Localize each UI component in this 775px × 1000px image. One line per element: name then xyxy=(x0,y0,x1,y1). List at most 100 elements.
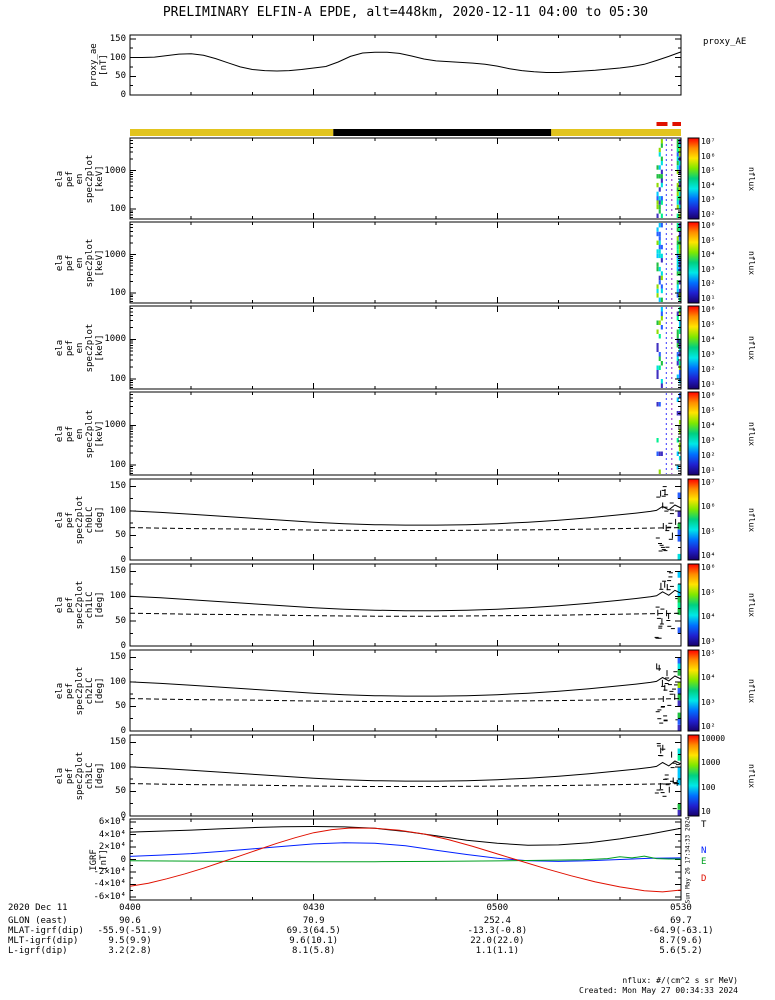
panel-frame-ch3 xyxy=(129,734,682,817)
y-tick-label: 50 xyxy=(115,786,126,797)
loss-cone-solid xyxy=(129,760,682,782)
spectrogram-data-cell xyxy=(676,147,679,153)
bottom-row-value: 252.4 xyxy=(483,916,511,926)
spectrogram-data-cell xyxy=(678,204,681,210)
colorbar-tick-label: 10² xyxy=(701,210,716,219)
spectrogram-data-cell xyxy=(660,178,663,183)
y-tick-label: 100 xyxy=(109,761,126,772)
bottom-row-value: -13.3(-0.8) xyxy=(467,926,528,936)
colorbar-tick-label: 10⁶ xyxy=(701,502,716,512)
colorbar-tick-label: 10⁶ xyxy=(701,563,716,572)
spectrogram-data-cell xyxy=(658,275,661,281)
spectrogram-data-cell xyxy=(658,200,661,205)
spectrogram-data-cell xyxy=(660,174,663,179)
pitch-data-cell xyxy=(677,657,681,664)
colorbar-spec0 xyxy=(687,137,700,220)
spectrogram-data-cell xyxy=(658,469,661,474)
panel-frame-spec3 xyxy=(129,391,682,476)
spectrogram-data-cell xyxy=(676,438,679,443)
spectrogram-data-cell xyxy=(676,293,679,298)
colorbar-tick-label: 10³ xyxy=(701,195,716,205)
panel-ylabel-spec1: ela pef en spec2plot [keV] xyxy=(55,238,105,287)
spectrogram-data-cell xyxy=(678,370,681,375)
spectrogram-data-cell xyxy=(656,438,659,443)
colorbar-unit-label: nflux xyxy=(747,763,756,788)
spectrogram-data-cell xyxy=(660,271,663,276)
bottom-row-value: 3.2(2.8) xyxy=(108,946,152,956)
igrf-legend-T: T xyxy=(701,820,707,830)
igrf-legend-D: D xyxy=(701,874,707,884)
bottom-row-label: MLT-igrf(dip) xyxy=(8,936,79,946)
spectrogram-data-cell xyxy=(676,200,679,205)
position-bar-red-mark xyxy=(672,122,681,126)
spectrogram-data-cell xyxy=(678,213,681,218)
y-tick-label: 0 xyxy=(120,854,126,865)
y-tick-label: 1000 xyxy=(104,249,126,260)
colorbar-tick-label: 10⁵ xyxy=(701,320,716,329)
spectrogram-data-cell xyxy=(658,244,661,250)
colorbar-tick-label: 10⁵ xyxy=(701,166,716,176)
series-N xyxy=(129,842,682,862)
colorbar-tick-label: 10³ xyxy=(701,264,716,274)
colorbar-ch2 xyxy=(687,649,700,732)
spectrogram-data-cell xyxy=(656,165,659,170)
y-tick-label: 4×10⁴ xyxy=(98,829,126,840)
spectrogram-data-cell xyxy=(676,288,679,294)
colorbar-tick-label: 10⁴ xyxy=(701,421,716,430)
spectrogram-data-cell xyxy=(660,196,663,201)
colorbar-tick-label: 10² xyxy=(701,722,716,731)
spectrogram-data-cell xyxy=(678,187,681,192)
pitch-data-cell xyxy=(677,663,681,670)
spectrogram-data-cell xyxy=(660,258,663,263)
pitch-data-cell xyxy=(677,688,681,695)
spectrogram-data-cell xyxy=(678,365,681,370)
loss-cone-dashed xyxy=(129,612,682,617)
spectrogram-data-cell xyxy=(656,227,659,232)
spectrogram-data-cell xyxy=(676,249,679,254)
panel-ylabel-ch2: ela pef spec2plot ch2LC [deg] xyxy=(55,666,105,715)
colorbar-tick-label: 10⁴ xyxy=(701,250,716,260)
spectrogram-data-cell xyxy=(658,187,661,192)
y-tick-label: 0 xyxy=(120,555,126,565)
colorbar-tick-label: 10³ xyxy=(701,350,716,359)
y-tick-label: 50 xyxy=(115,616,126,627)
igrf-legend-E: E xyxy=(701,857,707,867)
spectrogram-data-cell xyxy=(656,262,659,267)
y-tick-label: -6×10⁴ xyxy=(93,891,126,902)
spectrogram-data-cell xyxy=(660,316,663,321)
spectrogram-data-cell xyxy=(660,361,663,366)
colorbar-tick-label: 10³ xyxy=(701,637,716,646)
spectrogram-data-cell xyxy=(678,379,681,384)
colorbar-ch1 xyxy=(687,563,700,647)
spectrogram-data-cell xyxy=(678,191,681,197)
y-tick-label: 6×10⁴ xyxy=(98,817,126,828)
spectrogram-data-cell xyxy=(676,152,679,157)
y-tick-label: 0 xyxy=(120,641,126,651)
spectrogram-data-cell xyxy=(676,374,679,379)
spectrogram-data-cell xyxy=(658,223,661,228)
spectrogram-data-cell xyxy=(656,196,659,201)
side-timestamp: Sun May 26 17:34:33 2024 xyxy=(684,816,692,904)
pitch-data-cell xyxy=(677,766,681,773)
position-bar-red-mark xyxy=(656,122,668,126)
pitch-data-cell xyxy=(677,712,681,719)
spectrogram-data-cell xyxy=(678,139,681,144)
spectrogram-data-cell xyxy=(658,334,661,339)
spectrogram-data-cell xyxy=(660,275,663,281)
colorbar-tick-label: 10000 xyxy=(701,734,726,743)
spectrogram-data-cell xyxy=(678,182,681,188)
spectrogram-data-cell xyxy=(656,249,659,254)
spectrogram-data-cell xyxy=(660,325,663,330)
spectrogram-data-cell xyxy=(678,143,681,148)
pitch-data-cell xyxy=(677,700,681,707)
y-tick-label: 0 xyxy=(120,90,126,100)
y-tick-label: 150 xyxy=(109,566,126,577)
colorbar-spec1 xyxy=(687,221,700,304)
colorbar-ch0 xyxy=(687,478,700,561)
spectrogram-data-cell xyxy=(678,231,681,237)
spectrogram-data-cell xyxy=(676,169,679,175)
spectrogram-data-cell xyxy=(676,156,679,161)
bottom-row-value: -64.9(-63.1) xyxy=(648,926,714,936)
pitch-data-cell xyxy=(677,803,681,810)
